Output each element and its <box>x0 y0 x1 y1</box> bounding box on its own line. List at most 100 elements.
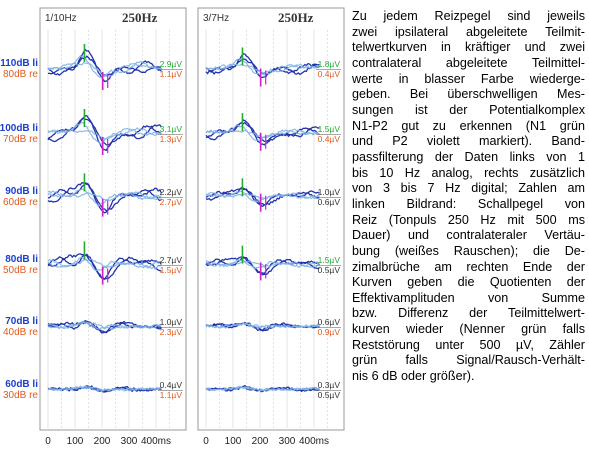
quotient-denominator: 1.1µV <box>160 69 183 79</box>
quotient-denominator: 0.4µV <box>318 69 341 79</box>
contralateral-trace <box>205 386 320 392</box>
level-label-re: 40dB re <box>3 327 38 338</box>
quotient-denominator: 0.6µV <box>318 197 341 207</box>
quotient-numerator: 1.5µV <box>318 255 341 265</box>
quotient-numerator: 1.0µV <box>318 187 341 197</box>
contralateral-trace <box>206 58 320 75</box>
x-tick-label: 200 <box>94 436 111 447</box>
quotient-denominator: 0.9µV <box>318 327 341 337</box>
caption-line: Kurven geben die Quotienten der <box>352 275 585 290</box>
contralateral-trace <box>205 193 320 200</box>
caption-line: sungen ist der Potentialkomplex <box>352 102 585 117</box>
caption-line: bis 10 Hz analog, rechts zusätzlich <box>352 165 585 180</box>
level-label-re: 60dB re <box>3 197 38 208</box>
x-tick-label: 200 <box>252 436 269 447</box>
quotient-denominator: 0.5µV <box>318 390 341 400</box>
contralateral-trace <box>205 259 320 270</box>
x-tick-label: 400ms <box>299 436 329 447</box>
quotient-numerator: 2.2µV <box>160 187 183 197</box>
contralateral-trace <box>47 321 162 331</box>
caption: Zu jedem Reizpegel sind jeweils zwei ipsi… <box>352 9 585 385</box>
x-tick-label: 300 <box>121 436 138 447</box>
quotient-numerator: 1.8µV <box>318 59 341 69</box>
quotient-denominator: 0.5µV <box>318 265 341 275</box>
x-tick-label: 400ms <box>141 436 171 447</box>
quotient-numerator: 2.7µV <box>160 255 183 265</box>
quotient-numerator: 0.4µV <box>160 380 183 390</box>
x-tick-label: 100 <box>67 436 84 447</box>
ipsilateral-trace <box>47 253 162 281</box>
caption-line: Dauer) und contralateraler Vertäu- <box>352 228 585 243</box>
caption-line: zimalbrüche am rechten Ende der <box>352 259 585 274</box>
quotient-denominator: 2.7µV <box>160 197 183 207</box>
caption-line: Reststörung unter 500 µV, Zähler <box>352 337 585 352</box>
quotient-numerator: 2.9µV <box>160 59 183 69</box>
ipsilateral-trace <box>205 256 320 276</box>
caption-line: bzw. Differenz der Teilmittelwert- <box>352 306 585 321</box>
quotient-denominator: 1.5µV <box>160 265 183 275</box>
caption-line: passfilterung der Daten links von 1 <box>352 149 585 164</box>
quotient-denominator: 1.3µV <box>160 134 183 144</box>
quotient-denominator: 0.4µV <box>318 134 341 144</box>
caption-line: N1-P2 gut zu erkennen (N1 grün <box>352 118 585 133</box>
panel-filter-label: 1/10Hz <box>45 13 77 24</box>
x-tick-label: 0 <box>203 436 209 447</box>
level-label-li: 60dB li <box>5 379 38 390</box>
ipsilateral-trace <box>205 256 320 275</box>
contralateral-trace <box>205 259 320 269</box>
panel-traces <box>47 44 162 393</box>
quotient-numerator: 0.6µV <box>318 317 341 327</box>
contralateral-trace <box>205 190 320 203</box>
panel-x-ticks: 0 100 200 300 400ms <box>203 436 329 447</box>
panel-values: 2.9µV1.1µV3.1µV1.3µV2.2µV2.7µV2.7µV1.5µV… <box>158 59 183 400</box>
panel-grid <box>205 30 328 428</box>
level-label-re: 70dB re <box>3 134 38 145</box>
level-label-li: 110dB li <box>0 58 38 69</box>
panel-traces <box>205 47 320 393</box>
panel-analog: 1/10Hz 250Hz 2.9µV1.1µV3.1µV1.3µV2.2µV2.… <box>39 7 187 447</box>
panel-values: 1.8µV0.4µV1.5µV0.4µV1.0µV0.6µV1.5µV0.5µV… <box>316 59 341 400</box>
caption-line: von 3 bis 7 Hz digital; Zahlen am <box>352 181 585 196</box>
contralateral-trace <box>205 129 320 139</box>
contralateral-trace <box>205 63 320 76</box>
caption-line: zwei ipsilateral abgeleitete Teilmit- <box>352 24 585 39</box>
level-label-li: 70dB li <box>5 316 38 327</box>
quotient-numerator: 3.1µV <box>160 124 183 134</box>
contralateral-trace <box>47 258 162 269</box>
level-label-li: 80dB li <box>5 254 38 265</box>
panel-x-ticks: 0 100 200 300 400ms <box>45 436 171 447</box>
panel-filter-label: 3/7Hz <box>203 13 229 24</box>
contralateral-trace <box>47 385 162 392</box>
caption-line: Effektivamplituden von Summe <box>352 290 585 305</box>
caption-line: und P2 violett markiert). Band- <box>352 134 585 149</box>
caption-line: nis 6 dB oder größer). <box>352 369 475 384</box>
caption-line: bung (weißes Rauschen); die De- <box>352 243 585 258</box>
caption-line: telwertkurven in kräftiger und zwei <box>352 40 585 55</box>
quotient-denominator: 1.1µV <box>160 390 183 400</box>
ipsilateral-trace <box>205 186 320 206</box>
x-tick-label: 0 <box>45 436 51 447</box>
level-label-li: 100dB li <box>0 123 38 134</box>
caption-line: grün falls Signal/Rausch-Verhält- <box>352 353 585 368</box>
quotient-denominator: 2.3µV <box>160 327 183 337</box>
contralateral-trace <box>47 385 162 392</box>
quotient-numerator: 1.5µV <box>318 124 341 134</box>
ipsilateral-trace <box>205 187 320 208</box>
ipsilateral-trace <box>47 182 162 214</box>
caption-line: Reiz (Tonpuls 250 Hz mit 500 ms <box>352 212 585 227</box>
caption-line: werte in blasser Farbe wiederge- <box>352 71 585 86</box>
level-label-li: 90dB li <box>5 186 38 197</box>
panel-grid <box>47 30 170 428</box>
contralateral-trace <box>205 322 320 330</box>
contralateral-trace <box>47 320 162 330</box>
caption-line: geben. Bei überschwelligen Mes- <box>352 87 585 102</box>
quotient-numerator: 0.3µV <box>318 380 341 390</box>
panel-digital: 3/7Hz 250Hz 1.8µV0.4µV1.5µV0.4µV1.0µV0.6… <box>197 7 345 447</box>
caption-line: Zu jedem Reizpegel sind jeweils <box>352 9 585 23</box>
panel-frame <box>39 7 187 431</box>
level-label-re: 50dB re <box>3 265 38 276</box>
panel-frame <box>197 7 345 431</box>
quotient-numerator: 1.0µV <box>160 317 183 327</box>
